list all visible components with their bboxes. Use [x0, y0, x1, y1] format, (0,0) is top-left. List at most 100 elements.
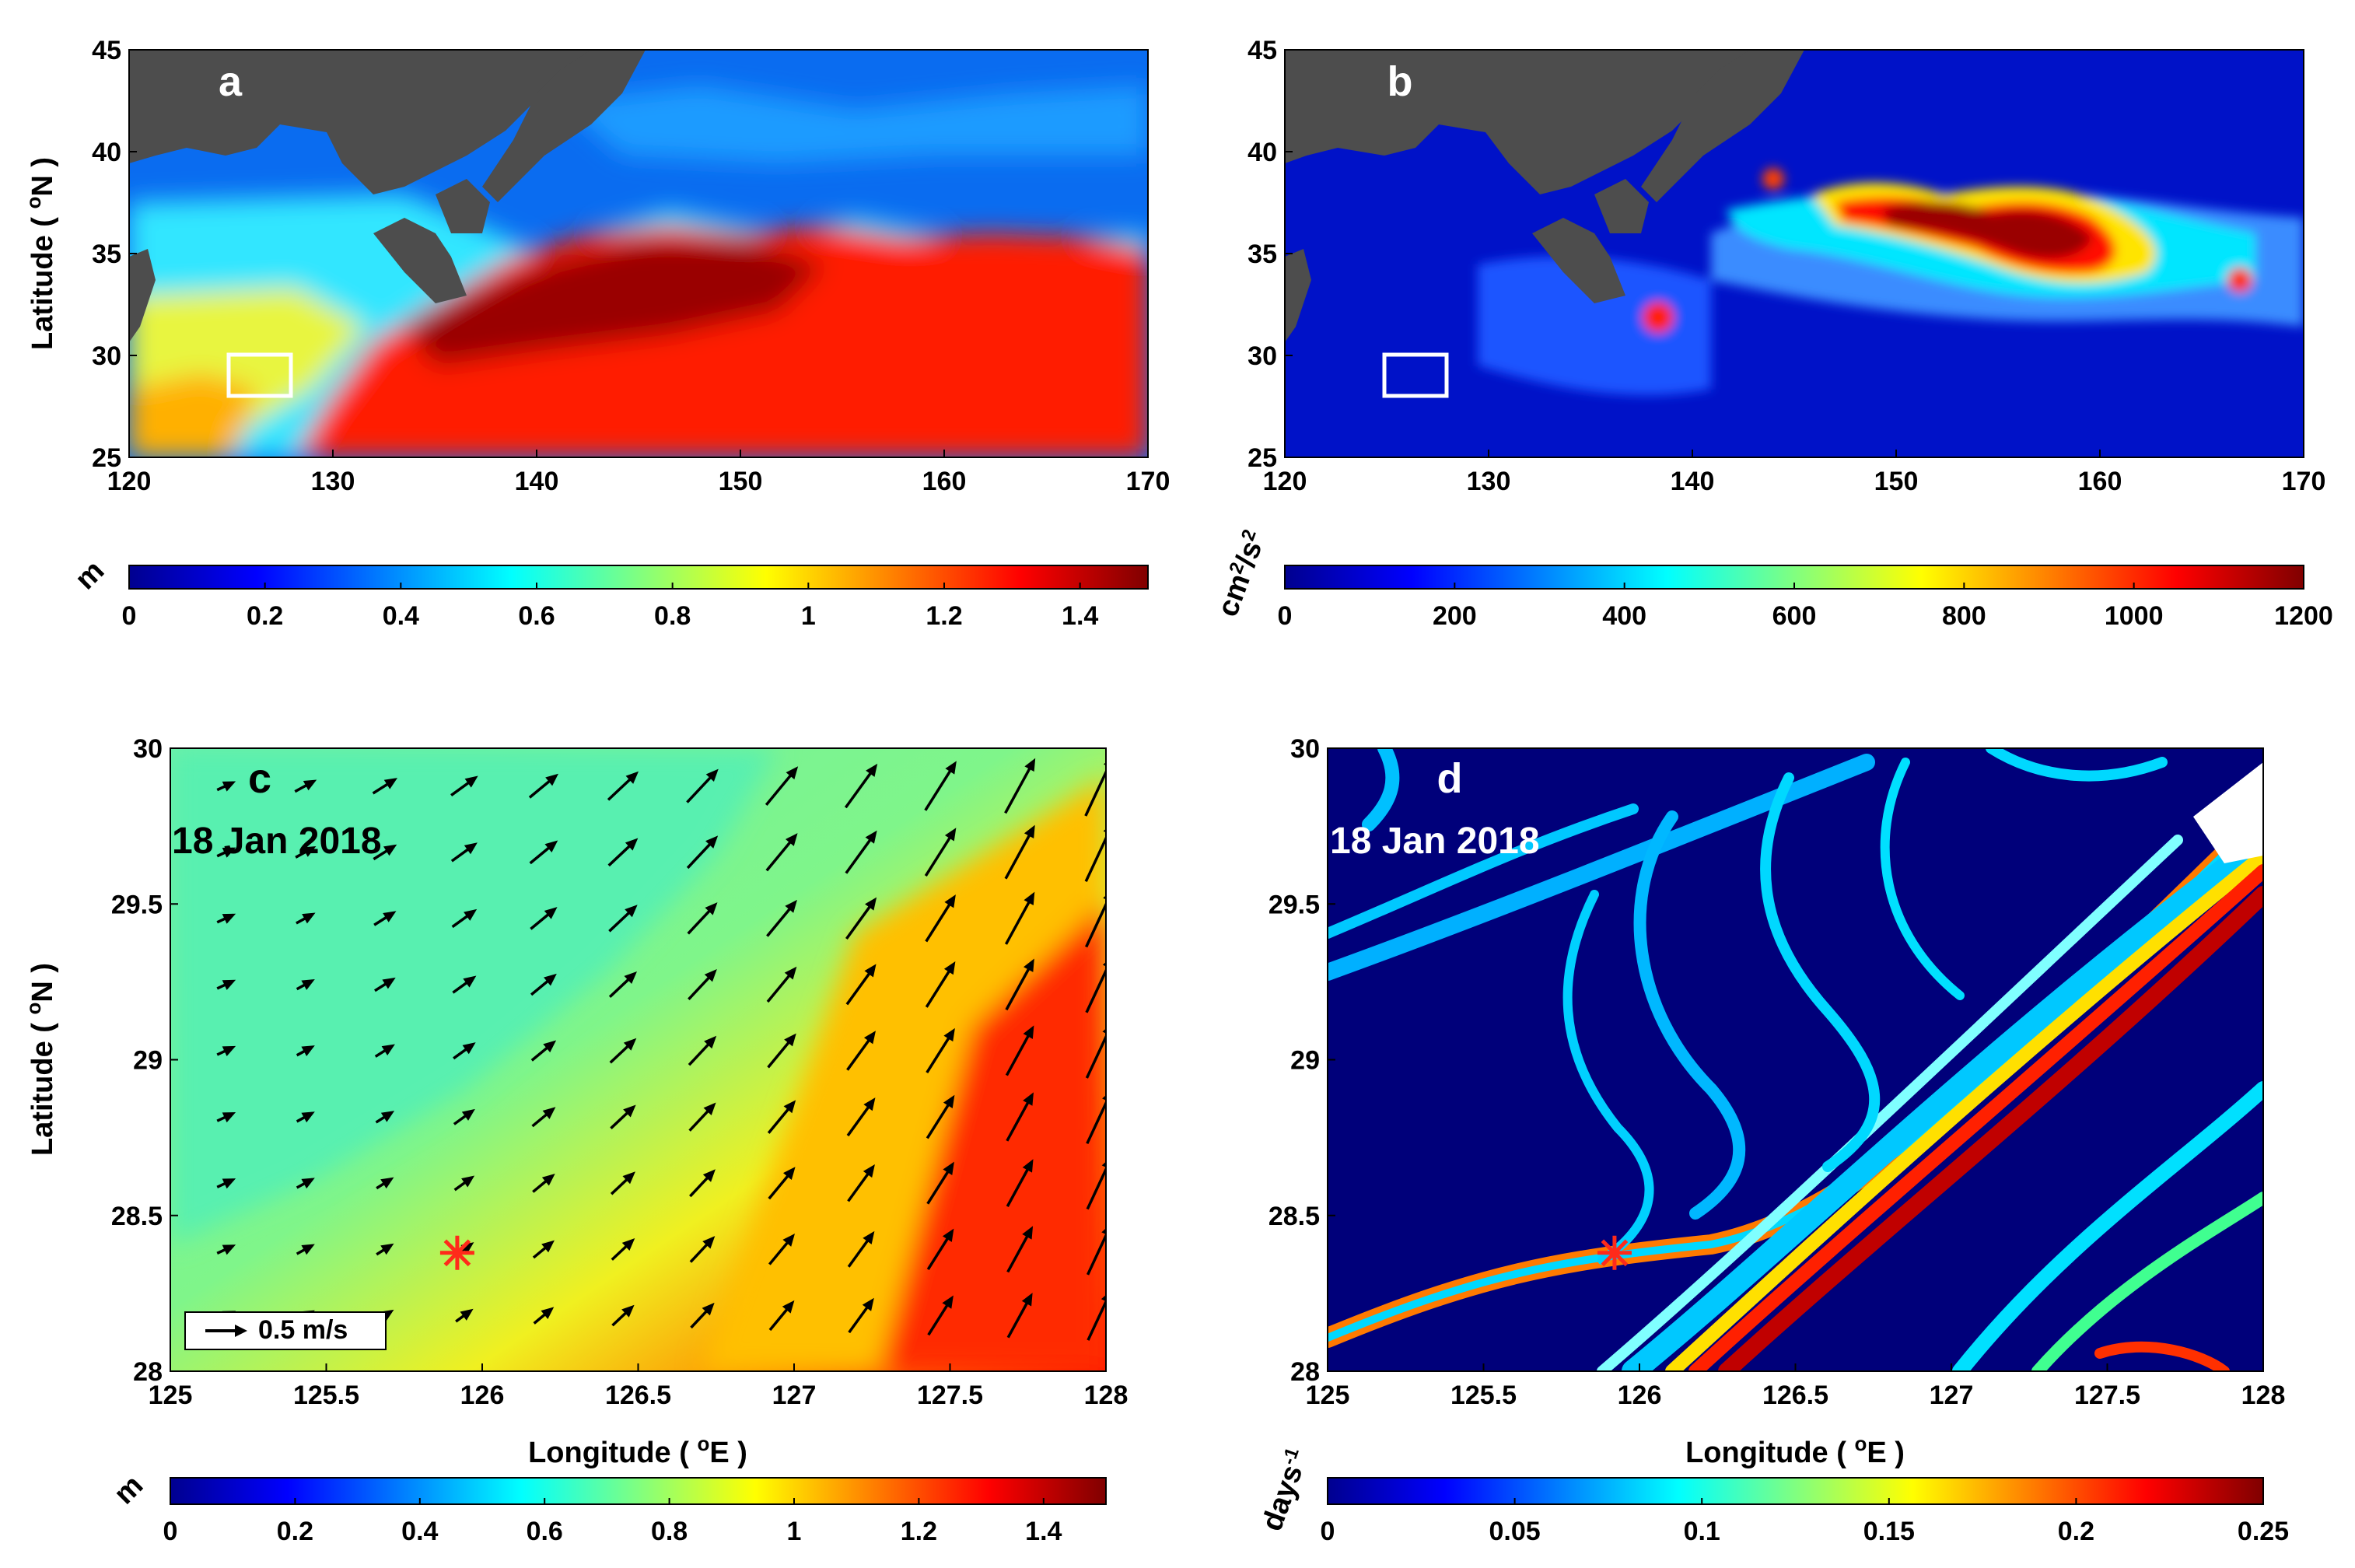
colorbar-tick-label: 0: [122, 601, 137, 631]
velocity-arrow: [376, 1243, 394, 1256]
xtick-label: 126.5: [605, 1381, 671, 1410]
xtick-label: 126: [460, 1381, 505, 1410]
velocity-arrow: [686, 768, 719, 803]
ssh-field-c: [170, 748, 1106, 1371]
velocity-arrow: [847, 1230, 875, 1268]
xtick-label: 127.5: [917, 1381, 983, 1410]
colorbar-tick-label: 0.6: [527, 1517, 563, 1546]
xtick-label: 120: [1263, 467, 1307, 496]
ytick-label: 28.5: [111, 1202, 163, 1231]
red-star-marker-d: [1597, 1235, 1632, 1270]
ytick-label: 29.5: [1268, 890, 1320, 919]
velocity-arrow: [216, 1045, 236, 1057]
velocity-arrow: [372, 778, 398, 795]
velocity-arrow: [607, 838, 639, 867]
velocity-arrow: [607, 771, 639, 801]
velocity-arrow: [1086, 1228, 1106, 1276]
colorbar-a: m 0 0.2 0.4 0.6 0.8 1 1.2 1.4: [69, 555, 1149, 631]
velocity-arrow: [690, 1302, 715, 1329]
xtick-label: 127: [1930, 1381, 1974, 1410]
panel-label-d: d: [1437, 755, 1463, 802]
velocity-arrow: [848, 1297, 874, 1334]
velocity-arrow: [610, 1104, 636, 1129]
colorbar-tick-label: 800: [1942, 601, 1986, 631]
velocity-arrow: [765, 833, 798, 872]
velocity-arrow: [1004, 891, 1035, 945]
velocity-arrow: [453, 1175, 475, 1192]
colorbar-tick-label: 0.1: [1684, 1517, 1720, 1546]
star-stroke: [1601, 1239, 1629, 1267]
colorbar-tick-label: 0: [1278, 601, 1293, 631]
panel-b: b 120 130 140 150 160 170 25 30 35 40 45 cm2/s2 0 2…: [1212, 36, 2333, 631]
velocity-arrow: [453, 1042, 476, 1060]
velocity-arrow: [610, 1171, 635, 1195]
velocity-arrow: [216, 781, 236, 792]
colorbar-d: days-1 0 0.05 0.1 0.15 0.2 0.25: [1256, 1444, 2290, 1546]
xtick-label: 126: [1618, 1381, 1662, 1410]
velocity-arrow: [296, 979, 315, 991]
velocity-arrow: [216, 913, 236, 924]
velocity-arrow: [1086, 1161, 1106, 1210]
panel-c: c 18 Jan 2018 0.5 m/s 125 125.5 126 126.5 12…: [22, 734, 1128, 1546]
date-label-c: 18 Jan 2018: [172, 821, 382, 862]
velocity-arrow: [216, 1112, 236, 1123]
velocity-arrow: [530, 973, 557, 996]
velocity-arrow: [768, 1167, 796, 1200]
velocity-arrow: [608, 971, 637, 999]
xtick-label: 130: [311, 467, 355, 496]
velocity-arrow: [845, 830, 877, 874]
ytick-label: 28: [133, 1357, 163, 1387]
xtick-label: 125.5: [1450, 1381, 1517, 1410]
xtick-label: 150: [1874, 467, 1919, 496]
velocity-arrow: [451, 908, 478, 929]
velocity-arrow: [926, 1027, 955, 1074]
colorbar-tick-label: 0.2: [247, 601, 283, 631]
velocity-arrow: [846, 1031, 877, 1071]
ytick-label: 45: [1247, 36, 1277, 65]
red-star-marker-c: [439, 1235, 474, 1270]
ytick-label: 40: [1247, 138, 1277, 167]
velocity-arrow: [688, 968, 717, 1001]
velocity-arrow: [453, 1108, 475, 1125]
velocity-arrow: [926, 1228, 954, 1270]
velocity-arrow: [689, 1236, 716, 1263]
star-stroke: [443, 1239, 471, 1267]
xlabel-d: Longitude ( oE ): [1685, 1432, 1905, 1469]
eke-field-b: [1285, 50, 2304, 457]
ytick-label: 28: [1290, 1357, 1320, 1387]
ytick-label: 30: [1290, 734, 1320, 764]
colorbar-b: cm2/s2 0 200 400 600 800 1000 1200: [1212, 527, 2333, 631]
velocity-vectors: [216, 758, 1106, 1341]
velocity-arrow: [373, 911, 397, 926]
colorbar-tick-label: 400: [1602, 601, 1646, 631]
axis-ticks-c: 125 125.5 126 126.5 127 127.5 128 28 28.5 29 29.5 3…: [111, 734, 1129, 1410]
ytick-label: 25: [92, 443, 121, 473]
ytick-label: 30: [133, 734, 163, 764]
ylabel-a: Latitude ( oN ): [22, 157, 59, 350]
velocity-arrow: [373, 844, 397, 861]
velocity-arrow: [296, 1111, 315, 1123]
colorbar-c: m 0 0.2 0.4 0.6 0.8 1 1.2 1.4: [108, 1469, 1107, 1546]
velocity-arrow: [686, 835, 719, 870]
velocity-arrow: [844, 763, 878, 809]
axis-ticks-b: 120 130 140 150 160 170 25 30 35 40 45: [1247, 36, 2325, 496]
xtick-label: 125: [149, 1381, 193, 1410]
velocity-arrow: [768, 1300, 795, 1332]
velocity-arrow: [609, 1038, 637, 1064]
velocity-arrow: [845, 897, 877, 940]
velocity-arrow: [296, 1244, 315, 1255]
colorbar-tick-label: 200: [1433, 601, 1477, 631]
velocity-arrow: [608, 905, 638, 933]
colorbar-tick-label: 600: [1772, 601, 1817, 631]
velocity-arrow: [532, 1240, 555, 1259]
velocity-arrow: [927, 1295, 954, 1336]
velocity-arrow: [687, 902, 718, 935]
colorbar-tick-label: 0.25: [2238, 1517, 2289, 1546]
colorbar-tick-label: 1200: [2274, 601, 2333, 631]
velocity-arrow: [216, 1244, 236, 1255]
axis-ticks-a: 120 130 140 150 160 170 25 30 35 40 45: [92, 36, 1170, 496]
velocity-arrow: [765, 766, 799, 806]
xtick-label: 120: [107, 467, 152, 496]
ftle-field-d: [1328, 748, 2263, 1371]
